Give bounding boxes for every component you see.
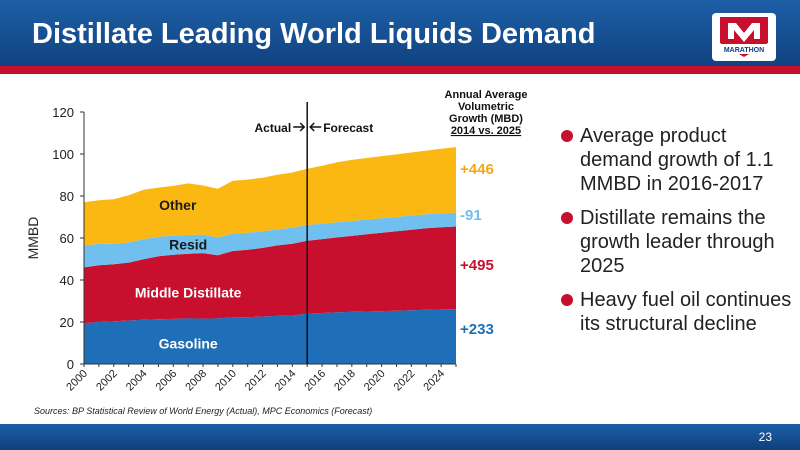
series-area-middle-distillate — [84, 226, 456, 324]
series-label: Resid — [169, 236, 207, 252]
x-tick-label: 2010 — [213, 368, 239, 394]
bullet-item: Distillate remains the growth leader thr… — [560, 206, 795, 278]
x-tick-label: 2020 — [362, 368, 388, 394]
forecast-arrow-icon — [309, 122, 322, 132]
actual-label: Actual — [255, 121, 292, 135]
y-tick-label: 60 — [60, 231, 74, 246]
series-label: Middle Distillate — [135, 285, 242, 301]
series-area-resid — [84, 212, 456, 268]
series-label: Gasoline — [159, 335, 218, 351]
y-tick-label: 120 — [52, 105, 74, 120]
footer-bar: 23 — [0, 424, 800, 450]
marathon-logo-text: MARATHON — [724, 47, 764, 54]
bullet-dot-icon — [561, 294, 573, 306]
growth-header-line: 2014 vs. 2025 — [451, 125, 521, 137]
x-tick-label: 2004 — [124, 368, 150, 394]
page-number: 23 — [758, 430, 772, 444]
marathon-logo: MARATHON — [712, 13, 776, 61]
x-tick-label: 2014 — [273, 368, 299, 394]
bullet-list: Average product demand growth of 1.1 MMB… — [560, 124, 795, 346]
growth-value: -91 — [460, 207, 482, 224]
growth-header-line: Annual Average — [445, 89, 528, 101]
x-tick-label: 2016 — [302, 368, 328, 394]
marathon-logo-m — [728, 23, 760, 42]
growth-value: +233 — [460, 321, 494, 338]
x-tick-label: 2022 — [392, 368, 418, 394]
growth-header-line: Volumetric — [458, 101, 514, 113]
source-note: Sources: BP Statistical Review of World … — [34, 406, 373, 416]
series-area-gasoline — [84, 309, 456, 364]
x-tick-label: 2002 — [94, 368, 120, 394]
actual-arrow-icon — [293, 122, 306, 132]
x-tick-label: 2018 — [332, 368, 358, 394]
y-axis-label: MMBD — [25, 217, 41, 260]
x-tick-label: 2024 — [421, 368, 447, 394]
series-area-other — [84, 147, 456, 246]
bullet-dot-icon — [561, 212, 573, 224]
y-tick-label: 80 — [60, 189, 74, 204]
stacked-area-chart: Gasoline Middle Distillate Resid Other 0 20 40… — [25, 89, 528, 394]
series-label: Other — [159, 197, 197, 213]
growth-value: +446 — [460, 161, 494, 178]
x-tick-label: 2012 — [243, 368, 269, 394]
growth-header-line: Growth (MBD) — [449, 113, 523, 125]
x-tick-label: 2006 — [154, 368, 180, 394]
bullet-item: Heavy fuel oil continues its structural … — [560, 288, 795, 336]
header-bar: Distillate Leading World Liquids Demand … — [0, 0, 800, 74]
y-tick-label: 20 — [60, 315, 74, 330]
slide-title: Distillate Leading World Liquids Demand — [32, 18, 596, 50]
forecast-label: Forecast — [323, 121, 373, 135]
bullet-item: Average product demand growth of 1.1 MMB… — [560, 124, 795, 196]
y-tick-label: 0 — [67, 357, 74, 372]
y-tick-label: 100 — [52, 147, 74, 162]
y-tick-label: 40 — [60, 273, 74, 288]
growth-value: +495 — [460, 257, 494, 274]
bullet-dot-icon — [561, 130, 573, 142]
header-stripe — [0, 66, 800, 74]
x-tick-label: 2008 — [183, 368, 209, 394]
